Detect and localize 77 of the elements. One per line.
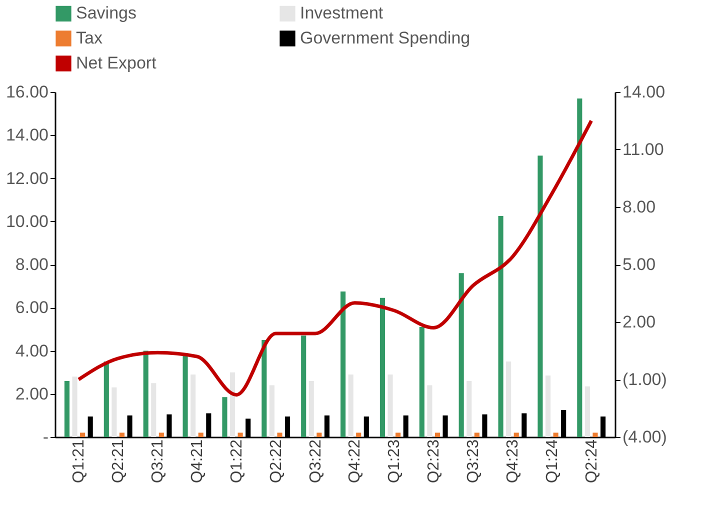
- bar: [151, 383, 156, 437]
- bar: [230, 372, 236, 437]
- bar: [238, 432, 243, 437]
- bar: [277, 432, 282, 437]
- bar: [388, 374, 393, 437]
- y-tick-label: 6.00: [15, 298, 48, 318]
- bar: [340, 291, 346, 437]
- x-tick-label: Q4:22: [346, 439, 364, 484]
- bar: [104, 362, 109, 437]
- y-tick-label: 2.00: [15, 384, 48, 404]
- y2-tick-label: 14.00: [622, 82, 666, 102]
- bar: [434, 432, 440, 437]
- bar: [506, 362, 512, 437]
- x-tick-label: Q2:23: [426, 439, 443, 484]
- bar: [301, 336, 306, 437]
- x-tick-label: Q2:24: [583, 439, 600, 484]
- bar: [262, 340, 267, 437]
- bar: [80, 432, 86, 437]
- y-tick-label: 16.00: [6, 82, 48, 102]
- x-tick-label: Q1:22: [228, 439, 246, 484]
- bar: [458, 273, 464, 437]
- x-tick-label: Q3:23: [465, 439, 482, 484]
- bar: [427, 385, 432, 437]
- y-tick-label: 12.00: [6, 168, 48, 188]
- bar: [348, 374, 354, 437]
- bar: [158, 432, 164, 437]
- bar: [545, 376, 551, 437]
- y-tick-label: 8.00: [15, 255, 48, 274]
- bar: [466, 380, 472, 437]
- legend-label: Tax: [76, 28, 103, 48]
- bar: [308, 380, 314, 437]
- bar: [584, 386, 590, 437]
- x-tick-label: Q4:21: [188, 439, 206, 484]
- x-tick-label: Q1:21: [70, 439, 88, 484]
- y-tick-label: 4.00: [15, 341, 48, 360]
- bar: [419, 327, 424, 437]
- bar: [396, 432, 401, 437]
- bar: [514, 432, 519, 437]
- line-series: [76, 119, 594, 397]
- bar: [553, 432, 558, 437]
- bar: [143, 350, 148, 437]
- bar: [198, 432, 204, 437]
- x-tick-label: Q1:23: [386, 439, 404, 484]
- legend-label: Government Spending: [300, 28, 470, 48]
- bar: [269, 385, 274, 437]
- legend-label: Net Export: [76, 54, 157, 72]
- y-tick-label: 14.00: [6, 126, 48, 145]
- x-tick-label: Q2:21: [110, 439, 128, 484]
- y2-tick-label: 8.00: [622, 198, 656, 216]
- bar: [592, 432, 598, 437]
- y-tick-label: 10.00: [6, 212, 48, 231]
- y2-tick-label: 5.00: [622, 255, 656, 274]
- bar: [474, 432, 480, 437]
- bar: [119, 432, 125, 437]
- bar: [222, 397, 228, 437]
- x-tick-label: Q3:22: [307, 439, 324, 484]
- y2-tick-label: 2.00: [622, 312, 656, 332]
- x-tick-label: Q2:22: [268, 439, 285, 484]
- bar: [64, 380, 70, 437]
- bar: [190, 374, 196, 437]
- bar: [577, 98, 582, 437]
- x-tick-label: Q3:21: [150, 439, 167, 484]
- bar: [538, 156, 543, 437]
- y-tick-label: -: [42, 428, 48, 446]
- legend-label: Investment: [300, 4, 384, 23]
- bar: [356, 432, 362, 437]
- x-tick-label: Q4:23: [504, 439, 522, 484]
- bar: [112, 387, 117, 437]
- y2-tick-label: (1.00): [622, 370, 667, 389]
- bar: [72, 376, 78, 437]
- x-tick-label: Q1:24: [544, 439, 561, 484]
- y2-tick-label: (4.00): [622, 428, 667, 446]
- bar: [316, 432, 322, 437]
- legend-label: Savings: [76, 4, 136, 23]
- bar: [380, 298, 385, 437]
- bar: [498, 216, 504, 437]
- y2-tick-label: 11.00: [622, 140, 664, 159]
